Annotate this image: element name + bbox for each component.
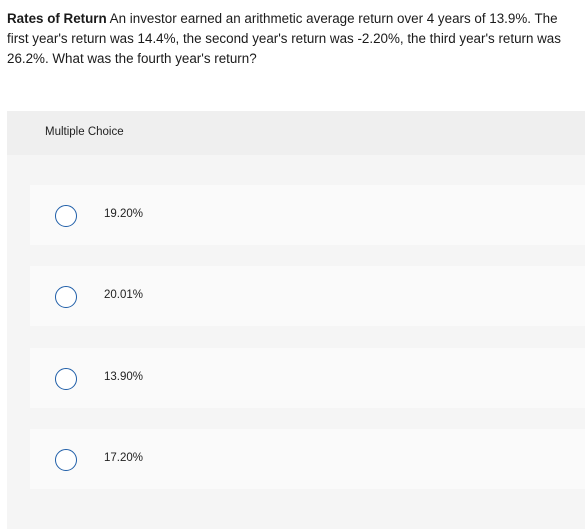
radio-button-icon[interactable] <box>55 368 77 390</box>
question-text: Rates of Return An investor earned an ar… <box>7 9 579 69</box>
answer-option-2[interactable]: 20.01% <box>30 266 585 326</box>
answer-option-label: 17.20% <box>104 452 144 464</box>
answer-option-label: 13.90% <box>104 371 144 383</box>
answer-option-3[interactable]: 13.90% <box>30 348 585 408</box>
answer-option-label: 20.01% <box>104 289 144 301</box>
multiple-choice-panel: Multiple Choice 19.20% 20.01% 13.90% 17.… <box>7 111 585 529</box>
radio-button-icon[interactable] <box>55 449 77 471</box>
question-title: Rates of Return <box>7 11 107 26</box>
radio-button-icon[interactable] <box>55 205 77 227</box>
question-body: An investor earned an arithmetic average… <box>7 11 561 66</box>
answer-option-4[interactable]: 17.20% <box>30 429 585 489</box>
multiple-choice-header: Multiple Choice <box>7 111 585 155</box>
multiple-choice-label: Multiple Choice <box>45 126 124 138</box>
radio-button-icon[interactable] <box>55 286 77 308</box>
answer-option-label: 19.20% <box>104 208 144 220</box>
answer-option-1[interactable]: 19.20% <box>30 185 585 245</box>
